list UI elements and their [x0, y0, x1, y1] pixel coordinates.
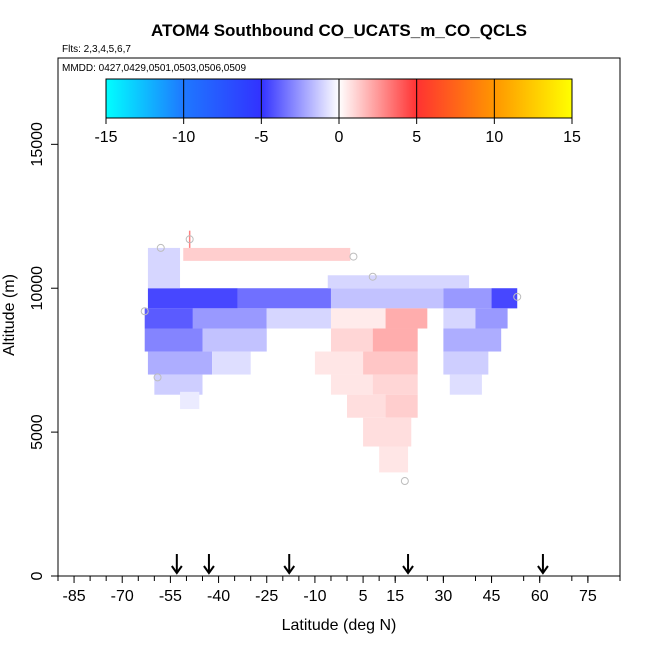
- colorbar-ticks: -15 -10 -5 0 5 10 15: [94, 79, 581, 146]
- heatmap-cell: [192, 308, 267, 329]
- flights-label: Flts: 2,3,4,5,6,7: [62, 44, 131, 55]
- heatmap-cell: [330, 374, 373, 395]
- heatmap-cell: [266, 308, 331, 329]
- y-tick-label: 15000: [29, 122, 46, 167]
- x-tick-label: -10: [303, 588, 326, 605]
- down-arrow-icon: [171, 554, 183, 575]
- heatmap-cell: [147, 288, 238, 309]
- x-tick-label: 5: [359, 588, 368, 605]
- heatmap-cell: [330, 328, 373, 352]
- heatmap-cell: [443, 308, 476, 329]
- heatmap-cell: [314, 351, 364, 375]
- x-tick-label: -70: [111, 588, 134, 605]
- heatmap-cell: [385, 308, 428, 329]
- heatmap-cell: [347, 394, 386, 418]
- heatmap-cell: [475, 308, 508, 329]
- heatmap-cell: [183, 247, 351, 261]
- y-tick-label: 10000: [29, 266, 46, 311]
- heatmap-cell: [379, 446, 409, 473]
- x-tick-label: 45: [483, 588, 501, 605]
- heatmap-cell: [144, 328, 203, 352]
- heatmap-cell: [363, 351, 418, 375]
- heatmap-cell: [372, 328, 418, 352]
- heatmap-cell: [330, 288, 444, 309]
- sample-marker: [140, 307, 149, 316]
- heatmap-cell: [363, 417, 412, 447]
- heatmap-cell: [443, 328, 502, 352]
- y-axis-label: Altitude (m): [1, 274, 18, 356]
- flight-arrows: [171, 554, 549, 575]
- x-tick-label: 30: [434, 588, 452, 605]
- arrow-head: [171, 565, 183, 575]
- heatmap-cell: [147, 247, 181, 289]
- down-arrow-icon: [537, 554, 549, 575]
- x-tick-label: -55: [159, 588, 182, 605]
- sample-marker: [185, 235, 194, 244]
- sample-marker: [513, 292, 522, 301]
- x-tick-label: 15: [386, 588, 404, 605]
- sample-marker: [156, 243, 165, 252]
- heatmap-cell: [147, 351, 213, 375]
- heatmap-cell: [212, 351, 251, 375]
- heatmap-cell: [385, 394, 418, 418]
- heatmap-cell: [237, 288, 331, 309]
- down-arrow-icon: [283, 554, 296, 575]
- x-axis-label: Latitude (deg N): [282, 617, 397, 634]
- arrow-head: [203, 565, 215, 575]
- sample-marker: [400, 477, 409, 486]
- dates-label: MMDD: 0427,0429,0501,0503,0506,0509: [62, 63, 246, 74]
- heatmap-cell: [154, 374, 203, 395]
- sample-markers: [140, 235, 522, 486]
- sample-marker: [368, 272, 377, 281]
- heatmap-cell: [372, 374, 418, 395]
- down-arrow-icon: [203, 554, 215, 575]
- x-tick-label: -85: [62, 588, 85, 605]
- y-tick-label: 5000: [29, 414, 46, 450]
- x-tick-label: 60: [531, 588, 549, 605]
- plot-frame: [57, 57, 621, 577]
- heatmap-cell: [144, 308, 193, 329]
- x-tick-label: -40: [207, 588, 230, 605]
- arrow-head: [537, 565, 549, 575]
- heatmap-cell: [330, 308, 386, 329]
- sample-marker: [153, 373, 162, 382]
- colorbar-tick-label: 10: [485, 129, 503, 146]
- heatmap-cell: [443, 288, 492, 309]
- arrow-head: [283, 565, 296, 575]
- arrow-head: [402, 565, 414, 575]
- x-tick-label: 75: [579, 588, 597, 605]
- heatmap-cell: [327, 275, 470, 289]
- chart-title: ATOM4 Southbound CO_UCATS_m_CO_QCLS: [151, 21, 527, 40]
- colorbar-tick-label: -5: [254, 129, 268, 146]
- colorbar-tick-label: 0: [335, 129, 344, 146]
- y-tick-label: 0: [29, 571, 46, 580]
- heatmap-cell: [491, 288, 518, 309]
- down-arrow-icon: [402, 554, 414, 575]
- heatmap-cell: [443, 351, 489, 375]
- colorbar-tick-label: -10: [172, 129, 195, 146]
- y-axis: 0 5000 10000 15000: [29, 122, 58, 580]
- heatmap-cell: [202, 328, 267, 352]
- sample-marker: [349, 252, 358, 261]
- x-tick-label: -25: [255, 588, 278, 605]
- colorbar-tick-label: -15: [94, 129, 117, 146]
- colorbar-tick-label: 15: [563, 129, 581, 146]
- colorbar: -15 -10 -5 0 5 10 15: [94, 78, 581, 146]
- colorbar-tick-label: 5: [412, 129, 421, 146]
- heatmap-cell: [449, 374, 482, 395]
- heatmap-cells: [144, 230, 518, 473]
- heatmap-cell: [180, 391, 200, 410]
- x-axis: -85 -70 -55 -40 -25 -10 5 15 30 45 60 75: [57, 576, 621, 605]
